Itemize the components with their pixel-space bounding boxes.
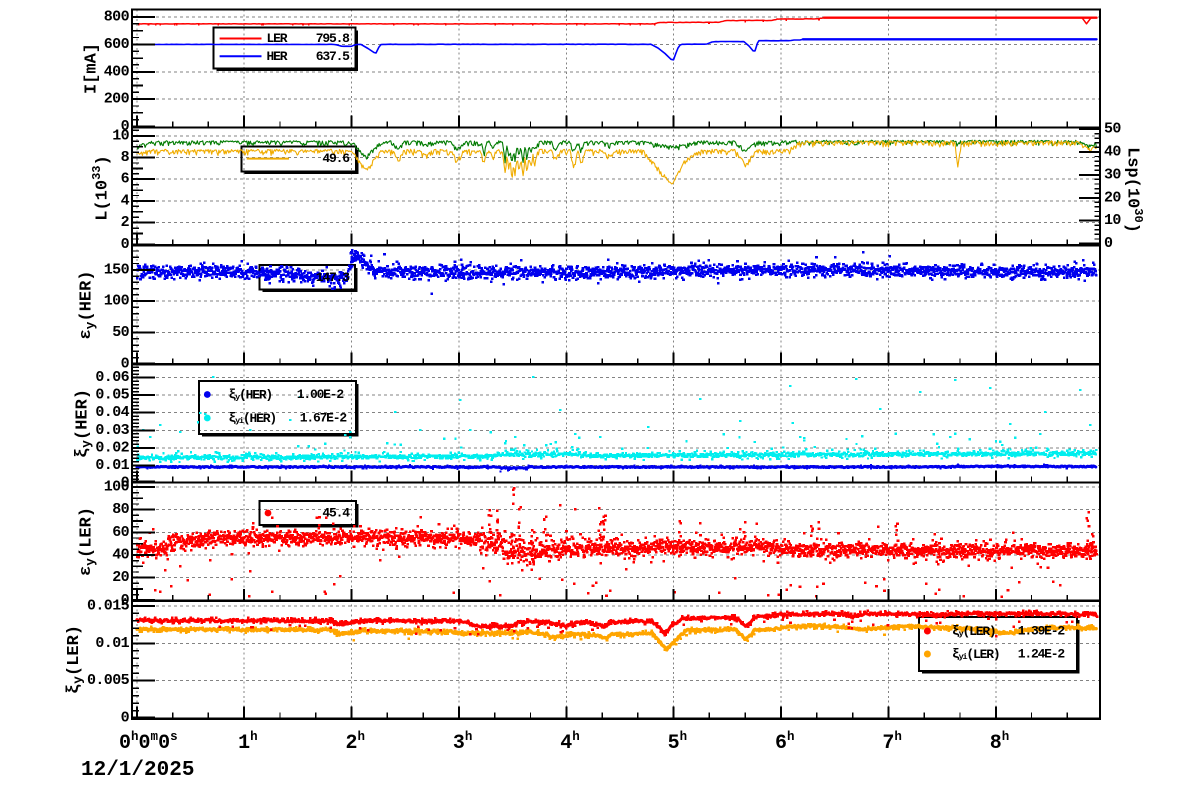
- svg-text:I[mA]: I[mA]: [83, 43, 102, 94]
- svg-text:0.01: 0.01: [95, 635, 129, 652]
- svg-text:49.6: 49.6: [322, 151, 350, 166]
- svg-text:0.06: 0.06: [95, 369, 129, 386]
- svg-text:40: 40: [112, 546, 129, 563]
- svg-text:20: 20: [1104, 189, 1121, 206]
- svg-text:0.015: 0.015: [87, 597, 130, 614]
- svg-text:2: 2: [121, 214, 130, 231]
- svg-text:ξy(LER): ξy(LER): [952, 624, 996, 640]
- svg-text:20: 20: [112, 569, 129, 586]
- svg-text:1.00E-2: 1.00E-2: [297, 387, 345, 402]
- svg-text:0h0m0s: 0h0m0s: [119, 730, 178, 755]
- svg-text:147.3: 147.3: [316, 270, 350, 285]
- svg-text:LER: LER: [267, 31, 288, 46]
- svg-text:0.03: 0.03: [95, 422, 129, 439]
- svg-text:0: 0: [121, 118, 130, 135]
- svg-text:637.5: 637.5: [316, 49, 350, 64]
- svg-text:0: 0: [121, 592, 130, 609]
- svg-text:12/1/2025: 12/1/2025: [81, 759, 194, 782]
- svg-text:0: 0: [121, 710, 130, 727]
- svg-text:400: 400: [104, 63, 130, 80]
- svg-text:εy(LER): εy(LER): [77, 507, 98, 576]
- svg-text:L(1033): L(1033): [90, 155, 113, 220]
- svg-text:6: 6: [121, 171, 130, 188]
- svg-text:150: 150: [104, 261, 130, 278]
- svg-text:100: 100: [104, 478, 130, 495]
- svg-text:50: 50: [1104, 121, 1121, 138]
- svg-text:200: 200: [104, 91, 130, 108]
- svg-text:0.01: 0.01: [95, 457, 129, 474]
- svg-text:ξy(HER): ξy(HER): [229, 387, 273, 403]
- svg-text:30: 30: [1104, 166, 1121, 183]
- svg-text:0: 0: [121, 474, 130, 491]
- svg-text:εy(HER): εy(HER): [77, 270, 98, 339]
- svg-text:50: 50: [112, 324, 129, 341]
- svg-text:0: 0: [121, 236, 130, 253]
- svg-text:ξy(HER): ξy(HER): [73, 389, 94, 458]
- svg-text:60: 60: [112, 524, 129, 541]
- svg-text:800: 800: [104, 9, 130, 26]
- svg-text:0.04: 0.04: [95, 404, 129, 421]
- svg-text:0.005: 0.005: [87, 672, 130, 689]
- svg-text:100: 100: [104, 293, 130, 310]
- svg-text:600: 600: [104, 36, 130, 53]
- svg-text:45.4: 45.4: [322, 506, 350, 521]
- svg-text:10: 10: [1104, 212, 1121, 229]
- svg-text:ξy(LER): ξy(LER): [65, 625, 86, 694]
- svg-text:80: 80: [112, 501, 129, 518]
- svg-text:1.39E-2: 1.39E-2: [1018, 624, 1066, 639]
- svg-text:4: 4: [121, 192, 130, 209]
- svg-text:0: 0: [1104, 235, 1113, 252]
- svg-text:1.67E-2: 1.67E-2: [300, 411, 348, 426]
- svg-text:795.8: 795.8: [316, 31, 350, 46]
- svg-text:8: 8: [121, 149, 130, 166]
- svg-text:10: 10: [112, 127, 129, 144]
- svg-text:0: 0: [121, 355, 130, 372]
- svg-text:HER: HER: [267, 49, 288, 64]
- svg-text:1.24E-2: 1.24E-2: [1018, 647, 1066, 662]
- svg-text:40: 40: [1104, 143, 1121, 160]
- svg-text:0.05: 0.05: [95, 387, 129, 404]
- svg-text:0.02: 0.02: [95, 439, 129, 456]
